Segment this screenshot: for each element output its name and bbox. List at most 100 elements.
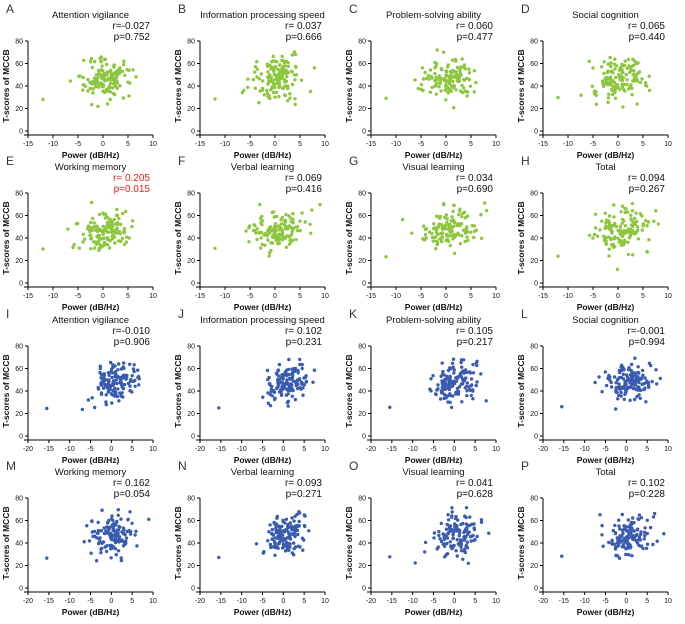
x-tick-label: 0 [101, 293, 105, 300]
y-axis-label: T-scores of MCCB [173, 354, 183, 427]
data-point [445, 394, 449, 398]
data-point [641, 546, 645, 551]
x-tick-label: -10 [580, 598, 590, 605]
data-point [255, 60, 259, 64]
data-point [426, 73, 430, 78]
data-point [472, 526, 476, 530]
data-point [630, 86, 634, 90]
data-point [292, 541, 296, 545]
y-axis-label: T-scores of MCCB [344, 506, 354, 579]
data-point [102, 236, 106, 240]
data-point [620, 217, 625, 222]
data-point [430, 231, 434, 236]
data-point [439, 222, 443, 227]
data-point [124, 536, 129, 540]
data-point [132, 363, 136, 367]
data-point [470, 522, 474, 526]
data-point [627, 378, 631, 382]
data-point [135, 544, 139, 548]
data-point [420, 66, 425, 70]
data-point [619, 243, 624, 247]
data-point [251, 77, 256, 82]
data-point [277, 224, 281, 228]
data-point [637, 70, 642, 74]
data-point [87, 539, 92, 543]
panel-letter: A [6, 2, 14, 16]
data-point [640, 368, 645, 373]
data-point [274, 234, 279, 239]
x-tick-label: 5 [469, 293, 473, 300]
data-point [400, 217, 405, 222]
data-point [285, 400, 290, 405]
data-point [465, 389, 469, 393]
panel-letter: J [178, 307, 184, 321]
data-point [602, 239, 607, 243]
data-point [283, 235, 287, 240]
data-point [92, 76, 97, 80]
data-point [85, 227, 90, 231]
data-point [628, 398, 632, 402]
data-point [267, 251, 272, 255]
data-point [290, 516, 294, 520]
data-point [102, 526, 106, 530]
data-point [120, 69, 125, 74]
x-tick-label: -20 [195, 446, 205, 453]
data-point [443, 378, 447, 382]
data-point [270, 85, 274, 89]
data-point [260, 242, 264, 247]
data-point [429, 74, 433, 79]
data-point [102, 240, 107, 245]
data-point [622, 368, 626, 372]
data-point [460, 83, 464, 88]
data-point [90, 102, 94, 107]
y-tick-label: 40 [358, 541, 366, 548]
x-tick-label: -15 [216, 446, 226, 453]
data-point [275, 386, 279, 391]
data-point [296, 532, 300, 537]
data-point [620, 221, 624, 226]
data-point [639, 532, 643, 536]
x-tick-label: 10 [321, 446, 329, 453]
x-tick-label: -20 [195, 598, 205, 605]
x-tick-label: 10 [664, 598, 672, 605]
data-point [467, 71, 472, 75]
data-point [629, 362, 634, 367]
data-point [607, 227, 611, 231]
data-point [452, 543, 456, 548]
x-tick-label: 0 [444, 141, 448, 148]
data-point [465, 214, 470, 218]
data-point [270, 235, 275, 239]
data-point [259, 246, 263, 250]
x-tick-label: 0 [281, 598, 285, 605]
data-point [632, 220, 636, 225]
panel-letter: H [521, 154, 530, 168]
data-point [457, 209, 462, 213]
y-tick-label: 20 [358, 411, 366, 418]
data-point [620, 545, 624, 549]
data-point [441, 50, 446, 54]
data-point [101, 224, 106, 229]
data-point [118, 84, 122, 88]
data-point [452, 368, 456, 372]
x-tick-label: -15 [44, 598, 54, 605]
data-point [469, 377, 474, 381]
y-tick-label: 80 [187, 496, 195, 503]
panel-title: Attention vigilance [52, 10, 129, 21]
data-point [107, 378, 111, 382]
data-point [451, 203, 456, 207]
y-axis-label: T-scores of MCCB [516, 201, 526, 274]
data-point [432, 531, 437, 535]
data-point [287, 214, 291, 218]
data-point [271, 59, 276, 63]
data-point [453, 74, 458, 78]
data-point [128, 389, 132, 393]
y-tick-label: 80 [530, 191, 538, 198]
r-value: r= 0.065 [628, 21, 665, 32]
data-point [291, 228, 295, 232]
data-point [270, 241, 274, 245]
data-point [91, 216, 95, 221]
panel-title: Total [595, 162, 615, 173]
data-point [287, 235, 292, 239]
